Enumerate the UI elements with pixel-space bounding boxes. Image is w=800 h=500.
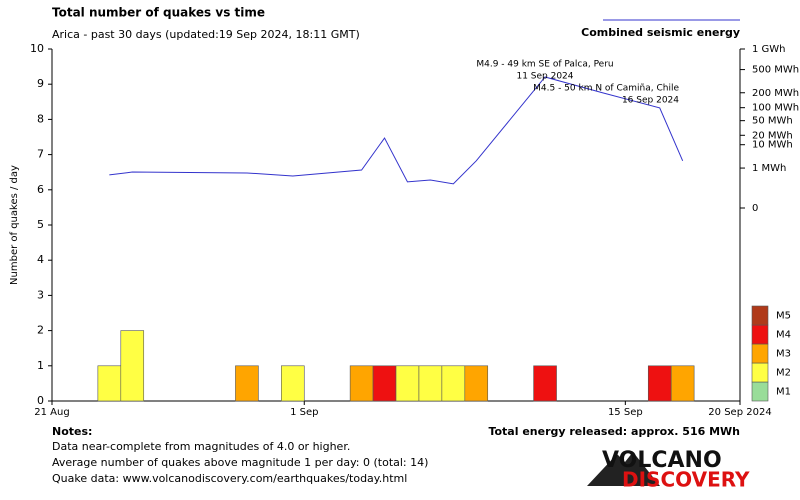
- y2-tick-label: 50 MWh: [752, 116, 793, 127]
- y2-tick-label: 0: [752, 203, 758, 214]
- chart-title: Total number of quakes vs time: [52, 6, 265, 20]
- bar: [647, 365, 672, 402]
- bar: [533, 365, 557, 402]
- y2-tick-label: 20 MWh: [752, 130, 793, 141]
- y-tick-label: 5: [37, 218, 44, 231]
- y-tick-label: 7: [37, 148, 44, 161]
- y-tick-label: 0: [37, 394, 44, 407]
- y-axis-label: Number of quakes / day: [9, 165, 20, 285]
- note: Average number of quakes above magnitude…: [52, 456, 428, 469]
- note: Quake data: www.volcanodiscovery.com/ear…: [52, 472, 407, 485]
- y2-tick-label: 1 GWh: [752, 44, 786, 55]
- legend-label: M4: [776, 330, 791, 341]
- note: Data near-complete from magnitudes of 4.…: [52, 440, 350, 453]
- logo-text: DISCOVERY: [622, 468, 750, 492]
- bar: [464, 365, 489, 402]
- energy-line: [109, 76, 684, 185]
- annotation: M4.5 - 50 km N of Camiña, Chile: [533, 84, 679, 94]
- bar: [97, 365, 122, 402]
- y2-tick-label: 100 MWh: [752, 103, 799, 114]
- energy-legend-label: Combined seismic energy: [581, 26, 740, 39]
- bar: [235, 365, 259, 402]
- legend-swatch: [751, 343, 769, 364]
- logo-icon: [587, 452, 660, 486]
- legend-swatch: [751, 324, 769, 345]
- y2-tick-label: 500 MWh: [752, 65, 799, 76]
- x-tick-label: 1 Sep: [290, 407, 318, 418]
- y-tick-label: 2: [37, 324, 44, 337]
- logo-text: VOLCANO: [602, 448, 722, 473]
- y-tick-label: 6: [37, 183, 44, 196]
- notes-title: Notes:: [52, 425, 92, 438]
- y2-tick-label: 1 MWh: [752, 163, 786, 174]
- legend-swatch: [751, 362, 769, 383]
- y-tick-label: 1: [37, 359, 44, 372]
- total-energy: Total energy released: approx. 516 MWh: [488, 425, 740, 438]
- y2-tick-label: 10 MWh: [752, 140, 793, 151]
- legend-label: M5: [776, 311, 791, 322]
- y-tick-label: 4: [37, 253, 44, 266]
- legend-label: M2: [776, 368, 791, 379]
- bar: [281, 365, 305, 402]
- chart-subtitle: Arica - past 30 days (updated:19 Sep 202…: [52, 28, 360, 41]
- annotation: 11 Sep 2024: [516, 72, 573, 82]
- y-tick-label: 9: [37, 77, 44, 90]
- x-tick-label: 15 Sep: [608, 407, 643, 418]
- legend-swatch: [751, 381, 769, 402]
- y-tick-label: 10: [30, 42, 44, 55]
- y-tick-label: 3: [37, 288, 44, 301]
- bar: [120, 330, 145, 402]
- legend-label: M3: [776, 349, 791, 360]
- annotation: 16 Sep 2024: [622, 96, 679, 106]
- annotation: M4.9 - 49 km SE of Palca, Peru: [476, 60, 613, 70]
- y2-tick-label: 200 MWh: [752, 88, 799, 99]
- y-tick-label: 8: [37, 112, 44, 125]
- bar: [670, 365, 695, 402]
- legend-swatch: [751, 305, 769, 326]
- x-tick-label: 21 Aug: [34, 407, 69, 418]
- bar: [349, 365, 374, 402]
- bar: [395, 365, 420, 402]
- legend-label: M1: [776, 387, 791, 398]
- bar: [418, 365, 443, 402]
- x-tick-label: 20 Sep 2024: [708, 407, 771, 418]
- bar: [372, 365, 397, 402]
- bar: [441, 365, 466, 402]
